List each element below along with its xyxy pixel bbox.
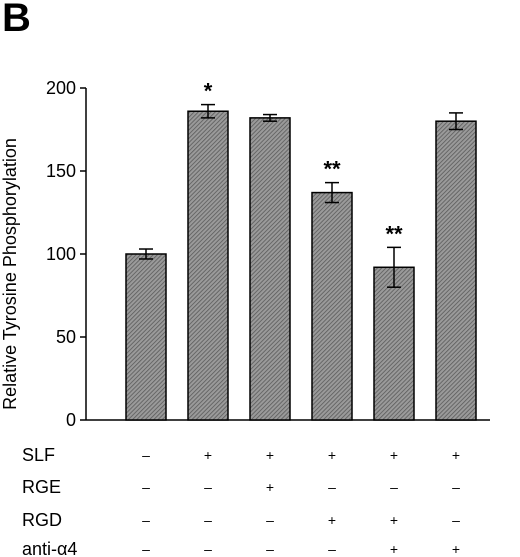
condition-symbol: + <box>266 479 274 495</box>
condition-symbol: + <box>452 447 460 463</box>
condition-symbol: – <box>266 512 274 528</box>
condition-symbol: + <box>328 447 336 463</box>
y-tick-label: 0 <box>66 410 76 430</box>
significance-annotation: ** <box>323 157 341 182</box>
bar <box>311 191 353 421</box>
condition-symbol: – <box>390 479 398 495</box>
condition-symbol: – <box>328 479 336 495</box>
condition-symbol: – <box>204 512 212 528</box>
condition-symbol: + <box>328 512 336 528</box>
condition-symbol: + <box>266 447 274 463</box>
y-tick-label: 150 <box>46 161 76 181</box>
bar <box>373 266 415 421</box>
condition-symbol: – <box>142 479 150 495</box>
condition-symbol: – <box>142 512 150 528</box>
significance-annotation: ** <box>385 221 403 246</box>
condition-symbol: – <box>204 541 212 557</box>
bar <box>125 253 167 421</box>
condition-label: anti-α4 <box>22 539 77 557</box>
condition-symbol: – <box>328 541 336 557</box>
condition-symbol: – <box>452 479 460 495</box>
condition-symbol: + <box>452 541 460 557</box>
condition-symbol: – <box>204 479 212 495</box>
significance-annotation: * <box>204 79 213 104</box>
y-axis-title: Relative Tyrosine Phosphorylation <box>0 138 20 410</box>
condition-symbol: – <box>142 541 150 557</box>
bar <box>249 117 291 421</box>
condition-symbol: + <box>204 447 212 463</box>
y-tick-label: 50 <box>56 327 76 347</box>
condition-label: SLF <box>22 445 55 465</box>
condition-symbol: + <box>390 447 398 463</box>
condition-symbol: + <box>390 512 398 528</box>
condition-symbol: – <box>452 512 460 528</box>
condition-symbol: + <box>390 541 398 557</box>
condition-label: RGE <box>22 477 61 497</box>
y-tick-label: 200 <box>46 78 76 98</box>
bars <box>125 103 477 421</box>
bar <box>435 120 477 421</box>
condition-label: RGD <box>22 510 62 530</box>
labels: 0 50 100 150 200 Relative Tyrosine Phosphoryl… <box>0 78 460 557</box>
y-tick-label: 100 <box>46 244 76 264</box>
bar <box>187 110 229 421</box>
condition-symbol: – <box>142 447 150 463</box>
panel-label: B <box>2 0 31 40</box>
condition-symbol: – <box>266 541 274 557</box>
